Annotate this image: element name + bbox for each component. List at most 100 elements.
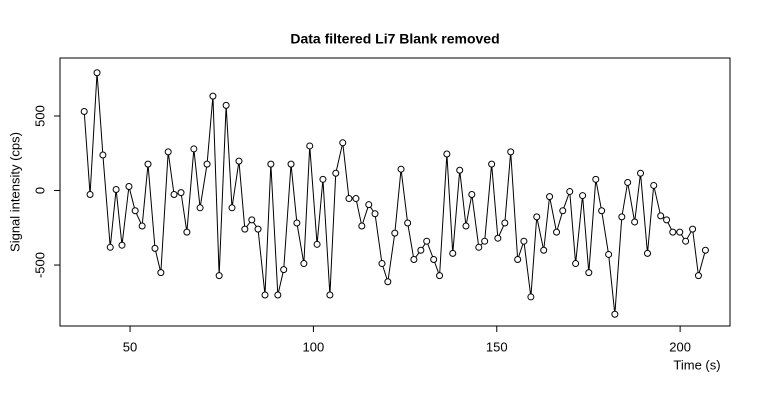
data-point [293,219,301,227]
data-point [313,240,321,248]
data-point [261,291,269,299]
data-point [592,175,600,183]
data-point [533,213,541,221]
data-point [345,195,353,203]
data-point [196,204,204,212]
data-point [481,237,489,245]
data-point [494,234,502,242]
data-point [86,191,94,199]
data-point [248,216,256,224]
data-point [138,222,146,230]
data-point [501,219,509,227]
data-point [397,165,405,173]
data-point [546,193,554,201]
data-point [131,207,139,215]
data-point [384,278,392,286]
data-point [624,178,632,186]
data-point [657,212,665,220]
data-point [566,188,574,196]
data-point [144,160,152,168]
data-point [694,272,702,280]
data-point [300,260,308,268]
data-point [436,272,444,280]
data-point [326,291,334,299]
data-point [520,237,528,245]
data-point [177,189,185,197]
y-tick-label: 500 [32,105,47,127]
data-point [631,218,639,226]
data-point [669,228,677,236]
data-point [106,243,114,251]
data-point [410,256,418,264]
data-point [514,256,522,264]
data-point [527,293,535,301]
data-point [274,291,282,299]
chart-title: Data filtered Li7 Blank removed [290,31,499,47]
data-point [572,260,580,268]
data-point [203,160,211,168]
data-point [468,191,476,199]
data-point [287,160,295,168]
data-point [170,191,178,199]
data-point [585,269,593,277]
data-point [190,145,198,153]
y-axis-label: Signal intensity (cps) [7,132,22,252]
data-point [423,237,431,245]
data-point [553,228,561,236]
data-point [280,266,288,274]
data-point [559,207,567,215]
data-point [540,246,548,254]
data-point [637,169,645,177]
data-point [598,207,606,215]
data-point [118,241,126,249]
data-point [352,195,360,203]
data-point [676,228,684,236]
data-point [643,249,651,257]
x-tick-label: 200 [669,339,691,354]
data-point [605,250,613,258]
data-point [462,222,470,230]
data-point [650,181,658,189]
data-point [99,151,107,159]
data-point [507,148,515,156]
data-point [222,101,230,109]
data-point [228,204,236,212]
data-point [183,228,191,236]
data-point [80,108,88,116]
data-point [93,69,101,77]
x-tick-label: 150 [486,339,508,354]
x-axis-label: Time (s) [673,357,720,372]
x-tick-label: 50 [123,339,137,354]
data-point [449,249,457,257]
data-point [164,148,172,156]
data-point [306,142,314,150]
data-point [391,229,399,237]
data-point [417,246,425,254]
data-point [430,256,438,264]
y-tick-label: -500 [32,252,47,278]
data-point [157,269,165,277]
data-point [488,160,496,168]
data-point [339,139,347,147]
y-tick-label: 0 [32,187,47,194]
data-point [332,169,340,177]
data-point [215,272,223,280]
data-point [112,185,120,193]
data-point [151,244,159,252]
data-point [371,210,379,218]
data-point [125,182,133,190]
data-point [443,150,451,158]
data-point [365,201,373,209]
data-point [378,260,386,268]
x-tick-label: 100 [303,339,325,354]
data-point [689,225,697,233]
data-point [618,213,626,221]
data-point [254,225,262,233]
data-point [579,192,587,200]
data-point [456,166,464,174]
data-point [319,175,327,183]
data-point [267,160,275,168]
plot-box [59,57,731,327]
data-point [682,237,690,245]
